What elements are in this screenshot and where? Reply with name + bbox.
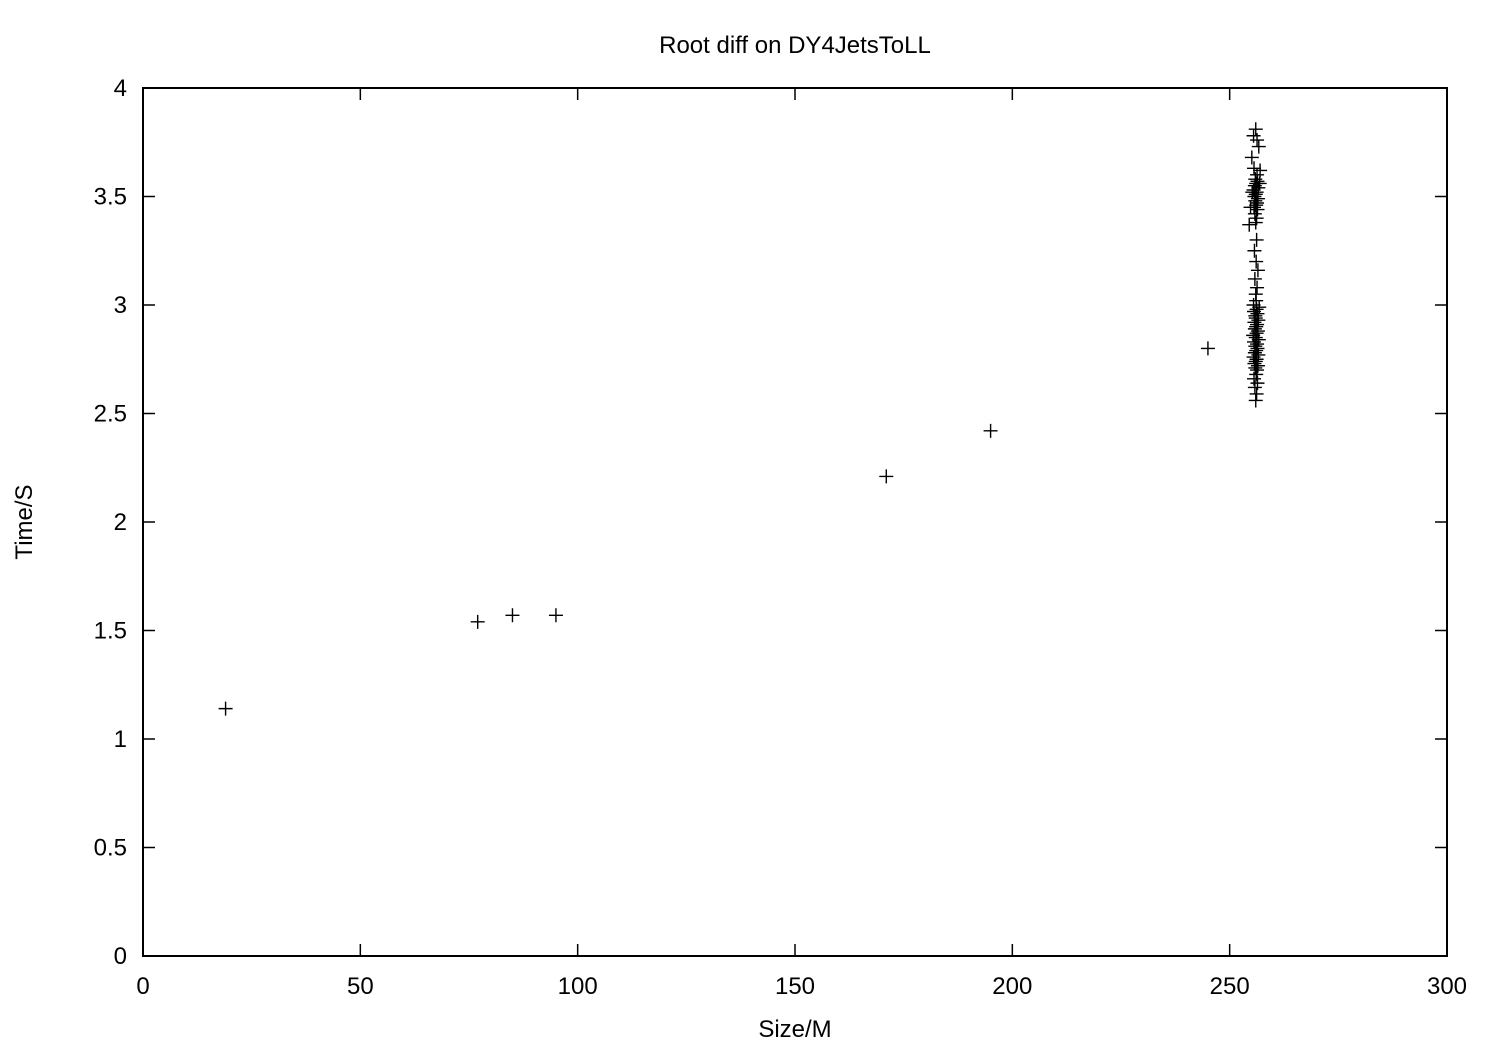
data-point xyxy=(1248,287,1263,302)
y-axis-label: Time/S xyxy=(11,484,38,559)
data-point xyxy=(1242,217,1257,232)
data-point xyxy=(1245,185,1260,200)
data-point xyxy=(1253,163,1268,178)
x-tick-label: 150 xyxy=(775,973,815,1000)
data-point xyxy=(1252,300,1267,315)
data-point xyxy=(879,469,894,484)
y-tick-label: 1.5 xyxy=(94,618,127,645)
x-tick-label: 200 xyxy=(992,973,1032,1000)
data-point xyxy=(1243,200,1258,215)
x-axis-label: Size/M xyxy=(758,1016,831,1043)
y-tick-label: 2.5 xyxy=(94,401,127,428)
data-point xyxy=(983,423,998,438)
data-point xyxy=(505,608,520,623)
y-tick-label: 0 xyxy=(114,943,127,970)
y-tick-label: 0.5 xyxy=(94,835,127,862)
data-point xyxy=(1249,386,1264,401)
data-point xyxy=(1252,176,1267,191)
data-point xyxy=(1246,128,1261,143)
y-tick-label: 1 xyxy=(114,726,127,753)
data-point xyxy=(470,614,485,629)
data-point xyxy=(1200,341,1215,356)
data-point xyxy=(548,608,563,623)
data-point xyxy=(1247,271,1262,286)
axis-ticks xyxy=(142,87,1448,957)
data-point xyxy=(1247,161,1262,176)
data-point xyxy=(1247,243,1262,258)
data-point xyxy=(1250,263,1265,278)
data-point xyxy=(1248,393,1263,408)
x-tick-label: 100 xyxy=(558,973,598,1000)
y-tick-label: 2 xyxy=(114,509,127,536)
data-point xyxy=(218,701,233,716)
data-point xyxy=(1249,232,1264,247)
y-tick-label: 4 xyxy=(114,75,127,102)
data-points xyxy=(218,122,1268,716)
y-tick-label: 3.5 xyxy=(94,184,127,211)
data-point xyxy=(1250,280,1265,295)
y-tick-labels: 0 0.5 1 1.5 2 2.5 3 3.5 4 xyxy=(94,75,127,970)
data-point xyxy=(1248,122,1263,137)
x-tick-label: 50 xyxy=(347,973,374,1000)
x-tick-label: 250 xyxy=(1210,973,1250,1000)
x-tick-label: 300 xyxy=(1427,973,1467,1000)
data-point xyxy=(1251,139,1266,154)
data-point xyxy=(1244,150,1259,165)
chart-title: Root diff on DY4JetsToLL xyxy=(659,32,931,59)
y-tick-label: 3 xyxy=(114,292,127,319)
data-point xyxy=(1249,254,1264,269)
x-tick-labels: 0 50 100 150 200 250 300 xyxy=(136,973,1467,1000)
x-tick-label: 0 xyxy=(136,973,149,1000)
